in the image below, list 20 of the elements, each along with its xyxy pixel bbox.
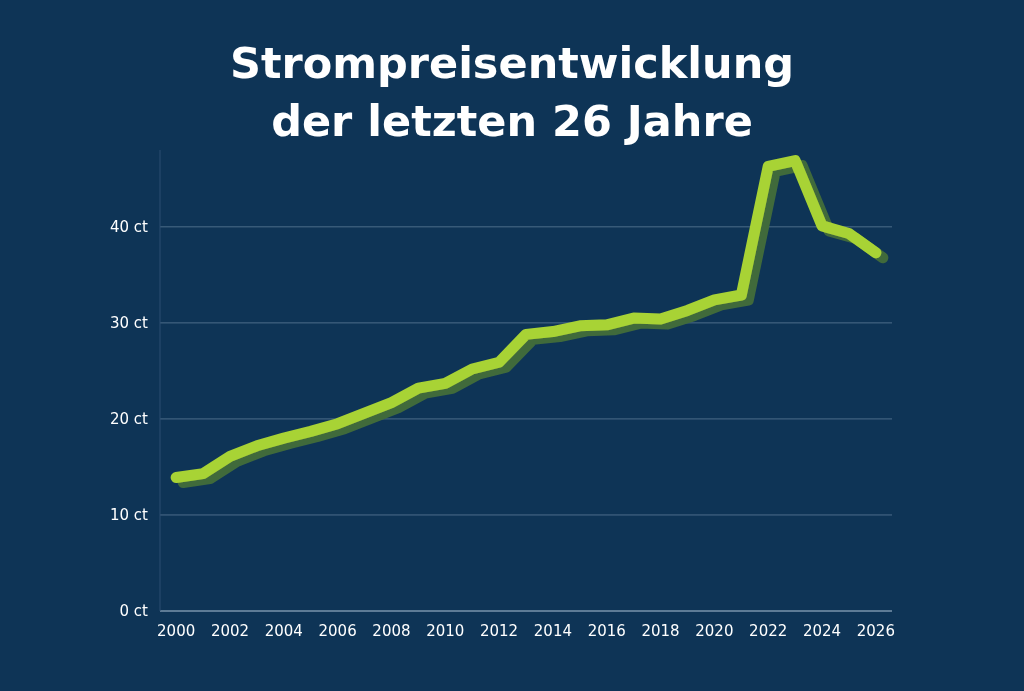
x-tick-label: 2016 xyxy=(587,622,626,641)
x-tick-label: 2004 xyxy=(264,622,303,641)
y-tick-label: 0 ct xyxy=(119,602,149,621)
x-tick-label: 2020 xyxy=(695,622,734,641)
x-tick-label: 2024 xyxy=(802,622,842,641)
y-tick-label: 40 ct xyxy=(110,218,149,237)
y-tick-label: 30 ct xyxy=(110,314,149,333)
x-tick-label: 2008 xyxy=(372,622,411,641)
x-tick-label: 2002 xyxy=(210,622,250,641)
y-tick-label: 20 ct xyxy=(110,410,149,429)
x-tick-label: 2022 xyxy=(749,622,788,641)
x-tick-label: 2010 xyxy=(426,622,465,641)
x-tick-label: 2018 xyxy=(641,622,680,641)
chart-title: Strompreisentwicklung der letzten 26 Jahre xyxy=(229,38,795,146)
x-tick-label: 2000 xyxy=(157,622,196,641)
y-tick-label: 10 ct xyxy=(110,506,149,525)
x-tick-label: 2012 xyxy=(479,622,519,641)
x-tick-label: 2014 xyxy=(533,622,573,641)
x-tick-label: 2006 xyxy=(318,622,357,641)
x-tick-label: 2026 xyxy=(856,622,895,641)
